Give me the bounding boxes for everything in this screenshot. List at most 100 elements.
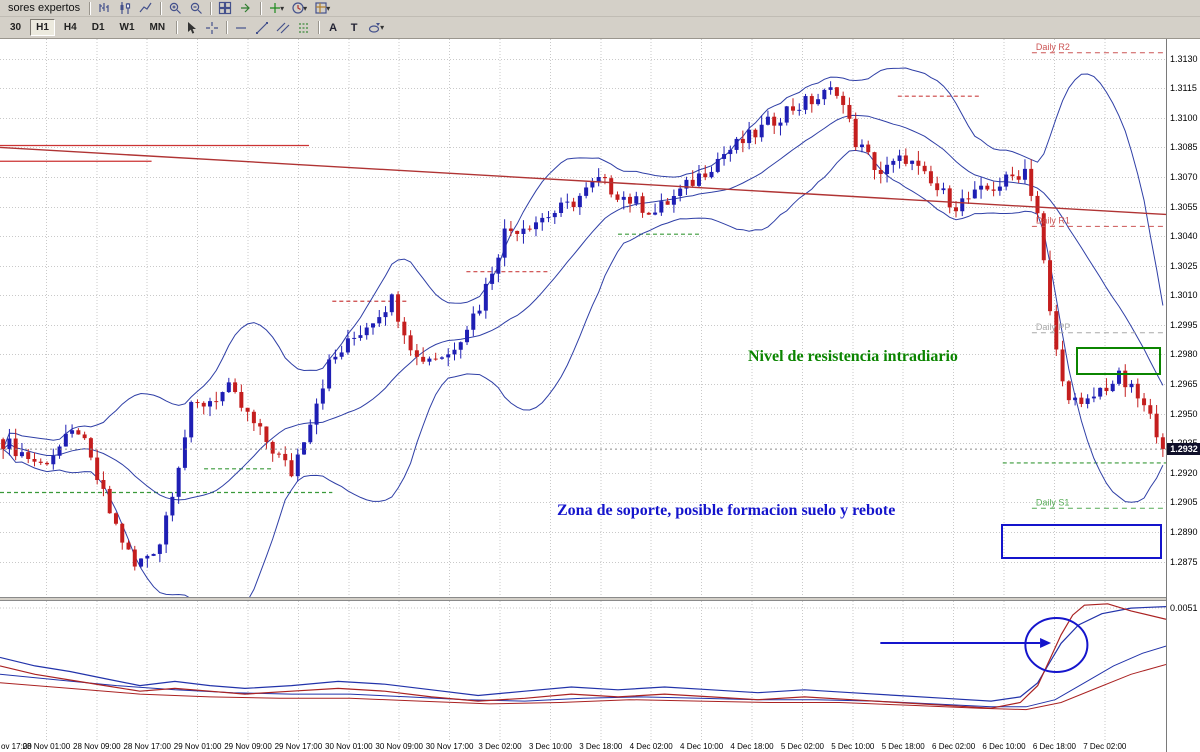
indicators-icon	[270, 3, 281, 13]
shapes-icon	[368, 22, 381, 33]
auto-scroll-icon	[241, 3, 251, 13]
ellipse-annotation	[1024, 616, 1089, 673]
expert-advisors-button[interactable]: sores expertos	[3, 0, 85, 16]
time-axis-label: 4 Dec 02:00	[629, 742, 673, 751]
templates-icon	[315, 2, 327, 14]
price-axis[interactable]: 1.2932 0.0051 1.3130 1.3115 1.3100 1.3085 1.…	[1166, 39, 1200, 752]
price-axis-label: 1.2875	[1170, 556, 1198, 567]
chevron-down-icon: ▾	[326, 3, 331, 13]
toolbar-separator	[210, 1, 212, 15]
support-zone-box	[1001, 524, 1162, 559]
time-axis-label: ov 17:00	[1, 742, 32, 751]
indicators-button[interactable]: ▾	[265, 0, 287, 16]
timeframe-h1-button[interactable]: H1	[30, 19, 55, 36]
bar-chart-button[interactable]	[94, 0, 114, 16]
chart-region: Daily R2 Daily R1 Daily PP Daily S1 Nivel d…	[0, 39, 1200, 752]
price-axis-label: 1.2890	[1170, 526, 1198, 537]
descending-trendline	[0, 146, 1166, 216]
price-axis-label: 1.2965	[1170, 379, 1198, 390]
candlestick-chart-icon	[120, 2, 131, 14]
indicator-pane-canvas[interactable]	[0, 601, 1166, 742]
resistance-annotation-text: Nivel de resistencia intradiario	[748, 348, 958, 365]
auto-scroll-button[interactable]	[236, 0, 256, 16]
timeframe-mn-button[interactable]: MN	[143, 19, 172, 36]
time-axis-label: 7 Dec 02:00	[1083, 742, 1127, 751]
chevron-down-icon: ▾	[280, 3, 285, 13]
timeframe-w1-button[interactable]: W1	[113, 19, 141, 36]
chevron-down-icon: ▾	[303, 3, 308, 13]
svg-text:Daily R1: Daily R1	[1036, 215, 1070, 225]
label-tool-button[interactable]: T	[344, 20, 364, 36]
cursor-icon	[188, 21, 197, 34]
time-axis-label: 28 Nov 17:00	[123, 742, 171, 751]
fibonacci-button[interactable]	[294, 20, 314, 36]
line-chart-icon	[139, 2, 152, 13]
templates-button[interactable]: ▾	[311, 0, 333, 16]
price-axis-label: 1.3040	[1170, 231, 1198, 242]
time-axis-label: 5 Dec 10:00	[831, 742, 875, 751]
svg-text:Daily S1: Daily S1	[1036, 497, 1070, 507]
red-fast-line	[0, 603, 1166, 709]
horizontal-line-icon	[236, 26, 247, 29]
trendline-button[interactable]	[252, 20, 272, 36]
text-tool-button[interactable]: A	[323, 20, 343, 36]
time-axis-label: 4 Dec 18:00	[730, 742, 774, 751]
bollinger-bands-layer	[2, 67, 1164, 597]
pivot-levels-layer: Daily R2 Daily R1 Daily PP Daily S1	[1031, 42, 1166, 509]
level-segments-layer	[0, 95, 1166, 494]
time-axis[interactable]: ov 17:00 28 Nov 01:00 28 Nov 09:00 28 Nov 1…	[0, 742, 1166, 752]
arrow-annotation	[880, 638, 1052, 649]
bar-chart-icon	[99, 3, 109, 12]
timeframe-d1-button[interactable]: D1	[85, 19, 111, 36]
support-annotation-text: Zona de soporte, posible formacion suelo…	[557, 502, 896, 519]
time-axis-label: 3 Dec 18:00	[579, 742, 623, 751]
shapes-button[interactable]: ▾	[365, 20, 387, 36]
time-axis-label: 29 Nov 17:00	[274, 742, 323, 751]
toolbar-separator	[318, 21, 320, 34]
time-axis-label: 6 Dec 18:00	[1032, 742, 1076, 751]
tile-windows-button[interactable]	[215, 0, 235, 16]
price-axis-label: 1.3070	[1170, 172, 1198, 183]
channel-icon	[276, 22, 290, 33]
time-axis-label: 28 Nov 01:00	[22, 742, 71, 751]
time-axis-label: 5 Dec 18:00	[881, 742, 925, 751]
crosshair-button[interactable]	[202, 20, 222, 36]
tile-windows-icon	[219, 1, 232, 15]
time-axis-label: 30 Nov 01:00	[325, 742, 373, 751]
timeframe-h4-button[interactable]: H4	[57, 19, 83, 36]
price-axis-label: 1.2905	[1170, 497, 1198, 508]
horizontal-line-button[interactable]	[231, 20, 251, 36]
text-icon: A	[329, 21, 338, 34]
time-axis-label: 5 Dec 02:00	[780, 742, 824, 751]
resistance-zone-box	[1076, 347, 1161, 375]
candlestick-chart-button[interactable]	[115, 0, 135, 16]
price-axis-label: 1.3100	[1170, 112, 1198, 123]
main-chart-canvas[interactable]: Daily R2 Daily R1 Daily PP Daily S1	[0, 39, 1166, 597]
main-grid-layer	[0, 39, 1166, 597]
price-axis-label: 1.3025	[1170, 260, 1198, 271]
price-axis-label: 1.2980	[1170, 349, 1198, 360]
toolbar-separator	[226, 21, 228, 34]
zoom-in-icon	[169, 2, 182, 14]
fibonacci-icon	[299, 22, 310, 33]
trendline-icon	[256, 21, 269, 34]
timeframe-m30-button[interactable]: 30	[4, 19, 28, 36]
cursor-button[interactable]	[181, 20, 201, 36]
pane-splitter[interactable]	[0, 597, 1200, 601]
lower-grid-layer	[0, 601, 1166, 742]
zoom-in-button[interactable]	[165, 0, 185, 16]
price-axis-label: 1.3085	[1170, 142, 1198, 153]
price-axis-label: 1.2920	[1170, 467, 1198, 478]
line-chart-button[interactable]	[136, 0, 156, 16]
time-axis-label: 6 Dec 02:00	[932, 742, 976, 751]
time-axis-label: 4 Dec 10:00	[680, 742, 724, 751]
time-axis-label: 29 Nov 09:00	[224, 742, 272, 751]
candles-layer	[1, 81, 1165, 571]
zoom-out-button[interactable]	[186, 0, 206, 16]
svg-text:Daily R2: Daily R2	[1036, 42, 1070, 52]
periods-button[interactable]: ▾	[288, 0, 310, 16]
chevron-down-icon: ▾	[380, 23, 385, 32]
channel-button[interactable]	[273, 20, 293, 36]
current-price-badge: 1.2932	[1167, 443, 1200, 456]
time-axis-label: 3 Dec 10:00	[528, 742, 572, 751]
